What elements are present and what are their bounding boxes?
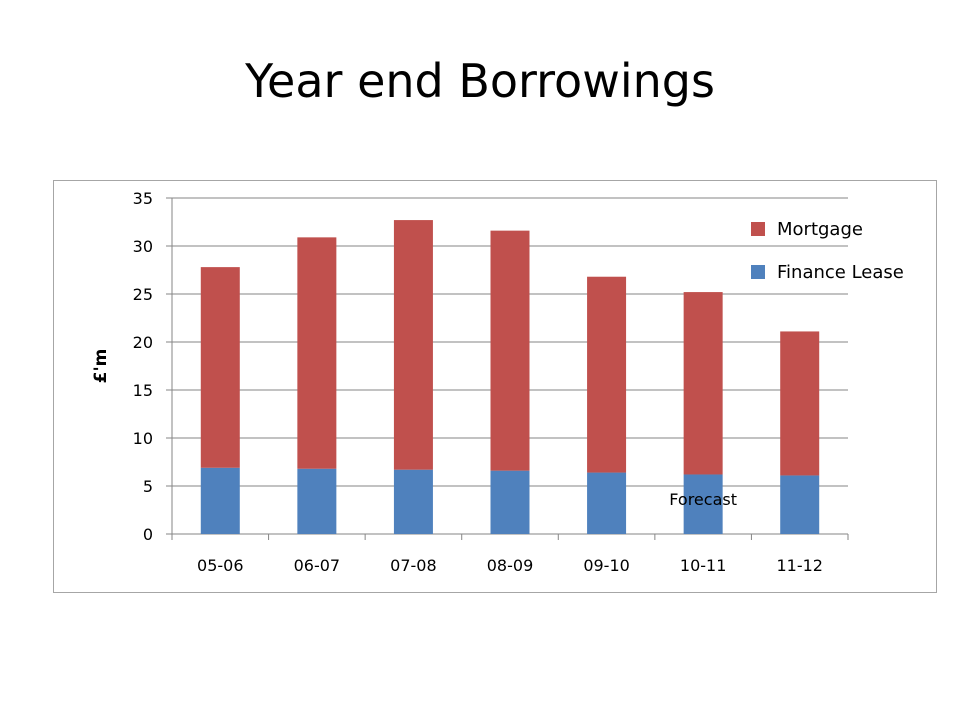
y-tick-label: 0 (143, 525, 153, 544)
bar-mortgage (780, 331, 820, 476)
x-tick-label: 11-12 (776, 556, 823, 575)
slide-title: Year end Borrowings (245, 54, 715, 108)
bar-finance-lease (297, 468, 337, 534)
y-tick-label: 25 (133, 285, 153, 304)
bar-mortgage (200, 267, 240, 468)
x-tick-label: 10-11 (680, 556, 727, 575)
y-tick-label: 30 (133, 237, 153, 256)
y-tick-label: 10 (133, 429, 153, 448)
bar-finance-lease (780, 475, 820, 534)
chart-frame: 0 5 10 15 20 25 30 35 05-06 06-07 07-08 08-09 09-10 1… (53, 180, 937, 593)
legend-swatch (751, 222, 765, 236)
x-tick-label: 06-07 (294, 556, 341, 575)
x-tick-label: 08-09 (487, 556, 534, 575)
bar-finance-lease (587, 472, 627, 534)
y-tick-label: 15 (133, 381, 153, 400)
x-tick-label: 05-06 (197, 556, 244, 575)
legend-label: Finance Lease (777, 262, 904, 283)
bar-finance-lease (200, 467, 240, 534)
legend-label: Mortgage (777, 219, 863, 240)
x-tick-label: 09-10 (583, 556, 630, 575)
bar-mortgage (393, 220, 433, 470)
y-axis-title: £'m (91, 349, 111, 384)
y-tick-label: 20 (133, 333, 153, 352)
y-tick-label: 5 (143, 477, 153, 496)
bar-mortgage (297, 237, 337, 469)
x-tick-label: 07-08 (390, 556, 437, 575)
bar-finance-lease (683, 474, 723, 534)
bar-mortgage (683, 292, 723, 475)
bar-finance-lease (490, 470, 530, 534)
bar-mortgage (587, 276, 627, 473)
legend-swatch (751, 265, 765, 279)
bar-finance-lease (393, 469, 433, 534)
stacked-bar-chart: 0 5 10 15 20 25 30 35 05-06 06-07 07-08 08-09 09-10 1… (91, 189, 904, 575)
y-tick-label: 35 (133, 189, 153, 208)
bar-mortgage (490, 230, 530, 471)
forecast-annotation: Forecast (669, 490, 737, 509)
